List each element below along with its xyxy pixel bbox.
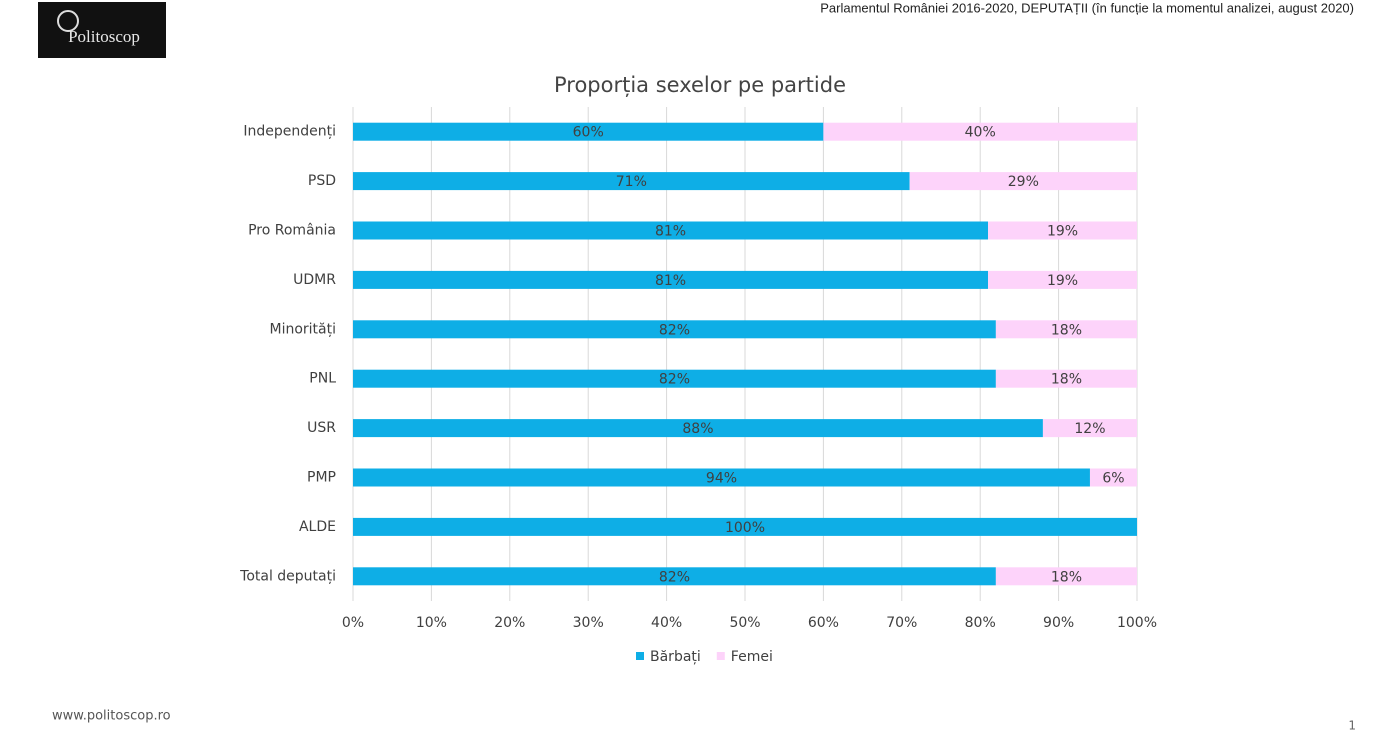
data-label: 6% bbox=[1102, 471, 1124, 487]
x-tick-label: 0% bbox=[342, 615, 364, 631]
data-label: 19% bbox=[1047, 273, 1078, 289]
y-tick-label: Independenți bbox=[243, 124, 336, 140]
bar-segment bbox=[353, 419, 1043, 438]
data-label: 81% bbox=[655, 273, 686, 289]
x-tick-label: 70% bbox=[886, 615, 917, 631]
bar-segment bbox=[353, 369, 996, 388]
bar-segment bbox=[823, 122, 1137, 141]
data-label: 82% bbox=[659, 569, 690, 585]
data-label: 82% bbox=[659, 322, 690, 338]
x-tick-label: 10% bbox=[416, 615, 447, 631]
legend-swatch bbox=[716, 652, 725, 660]
data-label: 18% bbox=[1051, 569, 1082, 585]
chart-title: Proporția sexelor pe partide bbox=[554, 73, 846, 97]
data-label: 19% bbox=[1047, 224, 1078, 240]
y-tick-label: UDMR bbox=[293, 272, 336, 288]
legend-swatch bbox=[636, 652, 644, 660]
bar-segment bbox=[995, 567, 1137, 586]
data-label: 88% bbox=[682, 421, 713, 437]
bar-segment bbox=[1089, 468, 1137, 487]
footer: www.politoscop.ro bbox=[52, 709, 171, 724]
data-label: 40% bbox=[965, 125, 996, 141]
y-tick-label: ALDE bbox=[299, 519, 336, 535]
legend-label: Bărbați bbox=[650, 649, 701, 665]
page-number: 1 bbox=[1348, 719, 1356, 733]
x-tick-label: 100% bbox=[1117, 615, 1157, 631]
data-label: 60% bbox=[573, 125, 604, 141]
x-tick-label: 80% bbox=[965, 615, 996, 631]
y-tick-label: PSD bbox=[308, 173, 336, 189]
data-label: 18% bbox=[1051, 322, 1082, 338]
bar-segment bbox=[353, 320, 996, 339]
bar-segment bbox=[353, 517, 1137, 536]
bar-segment bbox=[353, 567, 996, 586]
data-label: 29% bbox=[1008, 174, 1039, 190]
data-label: 71% bbox=[616, 174, 647, 190]
data-label: 81% bbox=[655, 224, 686, 240]
data-label: 100% bbox=[725, 520, 765, 536]
y-tick-label: USR bbox=[307, 420, 336, 436]
data-label: 18% bbox=[1051, 372, 1082, 388]
bar-segment bbox=[353, 270, 989, 289]
bar-segment bbox=[988, 221, 1137, 240]
bar-segment bbox=[995, 369, 1137, 388]
bar-segment bbox=[353, 172, 910, 191]
bar-segment bbox=[909, 172, 1137, 191]
bar-segment bbox=[353, 122, 824, 141]
data-label: 94% bbox=[706, 471, 737, 487]
x-tick-label: 40% bbox=[651, 615, 682, 631]
x-tick-label: 50% bbox=[729, 615, 760, 631]
logo-box bbox=[38, 2, 166, 58]
header: Parlamentul României 2016-2020, DEPUTAȚI… bbox=[820, 0, 1354, 15]
bar-segment bbox=[988, 270, 1137, 289]
legend-label: Femei bbox=[731, 649, 773, 665]
y-tick-label: Pro România bbox=[248, 223, 336, 239]
y-tick-label: PMP bbox=[307, 470, 336, 486]
bar-segment bbox=[995, 320, 1137, 339]
bar-segment bbox=[353, 221, 989, 240]
bar-segment bbox=[1042, 419, 1137, 438]
logo-icon bbox=[57, 10, 79, 32]
data-label: 12% bbox=[1074, 421, 1105, 437]
x-tick-label: 60% bbox=[808, 615, 839, 631]
logo-text: Politoscop bbox=[68, 27, 140, 46]
x-tick-label: 20% bbox=[494, 615, 525, 631]
x-tick-label: 90% bbox=[1043, 615, 1074, 631]
y-tick-label: PNL bbox=[309, 371, 336, 387]
bar-segment bbox=[353, 468, 1090, 487]
x-tick-label: 30% bbox=[573, 615, 604, 631]
y-tick-label: Total deputați bbox=[239, 568, 336, 584]
data-label: 82% bbox=[659, 372, 690, 388]
y-tick-label: Minorități bbox=[270, 321, 337, 337]
